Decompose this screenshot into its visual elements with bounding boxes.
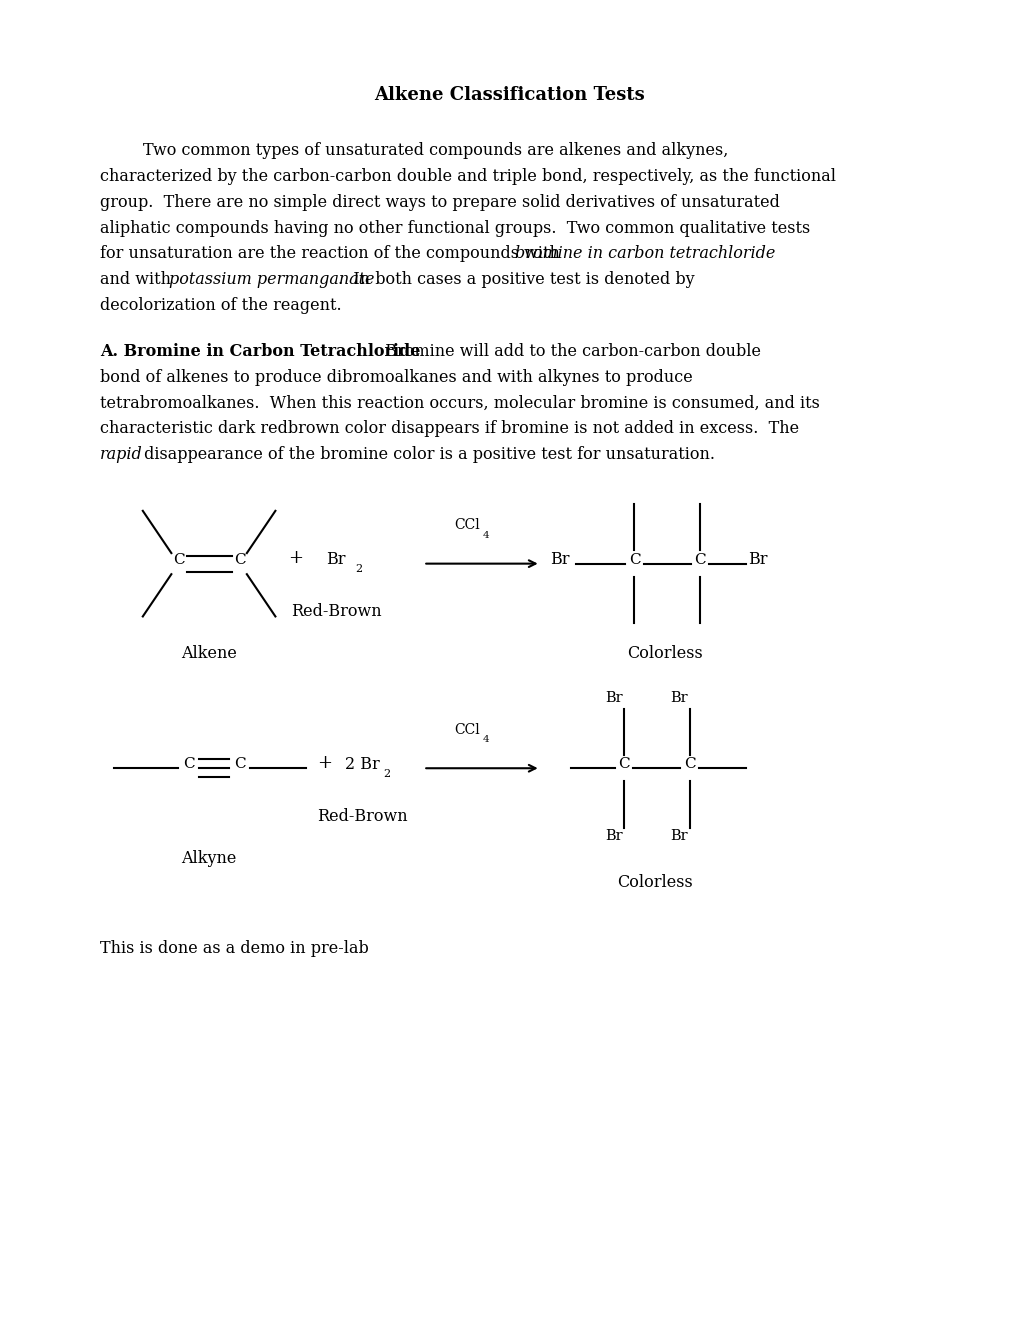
Text: Colorless: Colorless: [616, 874, 692, 891]
Text: rapid: rapid: [100, 446, 143, 463]
Text: Br: Br: [549, 552, 569, 568]
Text: C: C: [618, 758, 630, 771]
Text: A. Bromine in Carbon Tetrachloride: A. Bromine in Carbon Tetrachloride: [100, 343, 420, 360]
Text: 4: 4: [482, 735, 488, 744]
Text: C: C: [233, 758, 246, 771]
Text: Bromine will add to the carbon-carbon double: Bromine will add to the carbon-carbon do…: [375, 343, 760, 360]
Text: C: C: [628, 553, 640, 566]
Text: Red-Brown: Red-Brown: [291, 603, 381, 620]
Text: Br: Br: [604, 829, 623, 843]
Text: C: C: [172, 553, 184, 566]
Text: Colorless: Colorless: [627, 645, 702, 663]
Text: Br: Br: [326, 552, 345, 568]
Text: characterized by the carbon-carbon double and triple bond, respectively, as the : characterized by the carbon-carbon doubl…: [100, 168, 836, 185]
Text: 2: 2: [355, 564, 362, 574]
Text: tetrabromoalkanes.  When this reaction occurs, molecular bromine is consumed, an: tetrabromoalkanes. When this reaction oc…: [100, 395, 819, 412]
Text: characteristic dark redbrown color disappears if bromine is not added in excess.: characteristic dark redbrown color disap…: [100, 420, 798, 437]
Text: disappearance of the bromine color is a positive test for unsaturation.: disappearance of the bromine color is a …: [139, 446, 714, 463]
Text: potassium permanganate: potassium permanganate: [169, 271, 374, 288]
Text: C: C: [182, 758, 195, 771]
Text: Two common types of unsaturated compounds are alkenes and alkynes,: Two common types of unsaturated compound…: [143, 143, 728, 160]
Text: C: C: [693, 553, 705, 566]
Text: Red-Brown: Red-Brown: [317, 808, 407, 825]
Text: 2: 2: [383, 768, 390, 779]
Text: group.  There are no simple direct ways to prepare solid derivatives of unsatura: group. There are no simple direct ways t…: [100, 194, 780, 211]
Text: and with: and with: [100, 271, 176, 288]
Text: +: +: [288, 549, 303, 568]
Text: decolorization of the reagent.: decolorization of the reagent.: [100, 297, 341, 314]
Text: for unsaturation are the reaction of the compounds with: for unsaturation are the reaction of the…: [100, 246, 565, 263]
Text: Br: Br: [669, 690, 688, 705]
Text: C: C: [683, 758, 695, 771]
Text: This is done as a demo in pre-lab: This is done as a demo in pre-lab: [100, 940, 368, 957]
Text: Alkyne: Alkyne: [181, 850, 236, 867]
Text: aliphatic compounds having no other functional groups.  Two common qualitative t: aliphatic compounds having no other func…: [100, 219, 809, 236]
Text: bond of alkenes to produce dibromoalkanes and with alkynes to produce: bond of alkenes to produce dibromoalkane…: [100, 368, 692, 385]
Text: .  In both cases a positive test is denoted by: . In both cases a positive test is denot…: [337, 271, 694, 288]
Text: 4: 4: [482, 531, 488, 540]
Text: Alkene Classification Tests: Alkene Classification Tests: [374, 86, 645, 104]
Text: CCl: CCl: [453, 517, 479, 532]
Text: C: C: [233, 553, 246, 566]
Text: bromine in carbon tetrachloride: bromine in carbon tetrachloride: [515, 246, 774, 263]
Text: 2 Br: 2 Br: [344, 756, 379, 772]
Text: Br: Br: [747, 552, 766, 568]
Text: +: +: [317, 754, 331, 772]
Text: Br: Br: [604, 690, 623, 705]
Text: Br: Br: [669, 829, 688, 843]
Text: CCl: CCl: [453, 722, 479, 737]
Text: Alkene: Alkene: [181, 645, 236, 663]
